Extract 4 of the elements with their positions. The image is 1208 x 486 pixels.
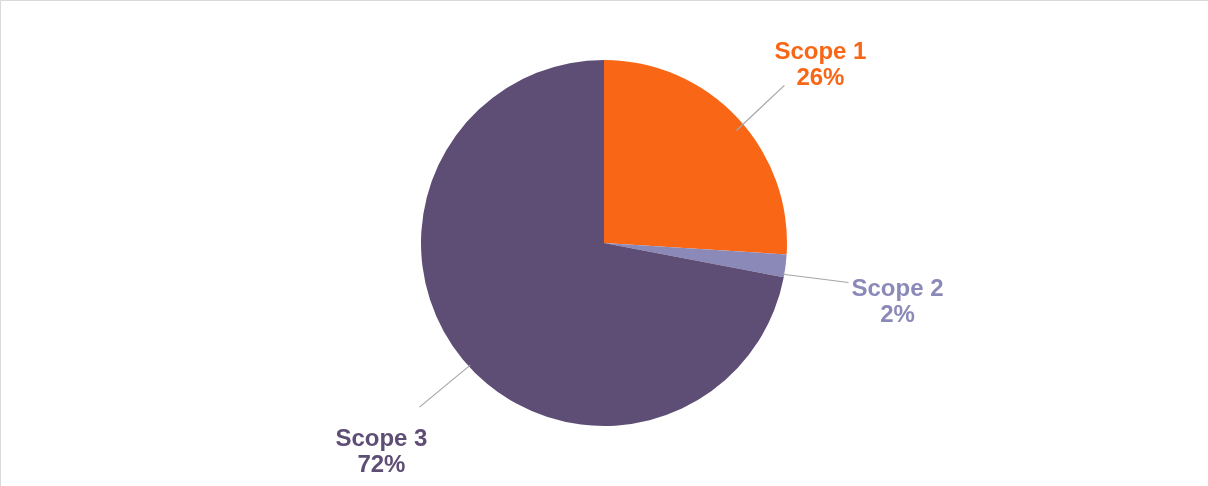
slice-label: Scope 3 <box>335 423 428 451</box>
slice-label: Scope 2 <box>851 273 944 301</box>
pie-slice <box>604 243 787 278</box>
slice-label: Scope 1 <box>774 36 867 64</box>
